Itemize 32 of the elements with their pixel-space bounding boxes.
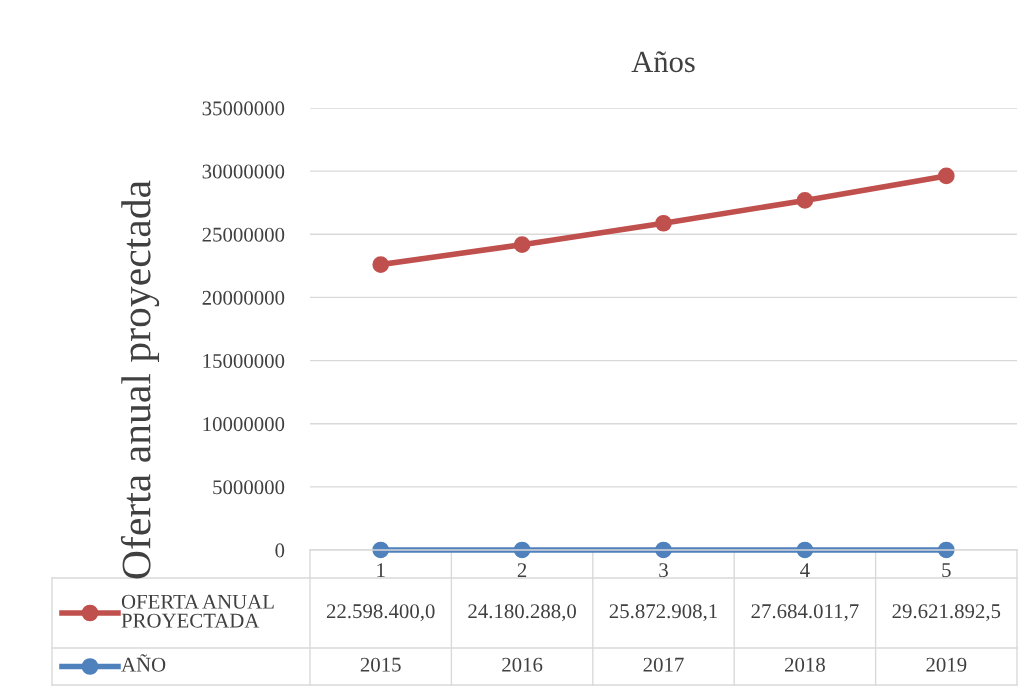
x-tick-label: 5 xyxy=(942,563,951,578)
y-tick-label: 25000000 xyxy=(202,227,285,242)
data-label: 2019 xyxy=(926,657,967,672)
point xyxy=(372,256,390,273)
data-label: 27.684.011,7 xyxy=(751,604,859,622)
y-tick-label: 10000000 xyxy=(203,417,285,432)
data-label: 29.621.892,5 xyxy=(892,604,1001,622)
x-tick-label: 1 xyxy=(377,563,385,577)
x-tick-label: 4 xyxy=(800,563,810,577)
chart-title: Años xyxy=(631,51,695,73)
point xyxy=(937,167,955,185)
y-tick-label: 0 xyxy=(275,543,285,558)
data-label: 2017 xyxy=(643,657,684,672)
y-tick-label: 5000000 xyxy=(213,480,285,495)
x-tick-label: 2 xyxy=(517,563,527,577)
point xyxy=(796,192,814,209)
data-label: 2015 xyxy=(360,657,401,672)
legend-label: OFERTA ANUAL PROYECTADA xyxy=(121,594,274,628)
y-tick-label: 35000000 xyxy=(202,101,285,116)
y-axis-title: Oferta anual proyectada xyxy=(120,180,160,579)
x-tick-label: 3 xyxy=(659,563,668,578)
point xyxy=(655,214,672,232)
data-label: 24.180.288,0 xyxy=(468,604,576,622)
legend-label: AÑO xyxy=(121,654,166,672)
point xyxy=(513,236,531,253)
data-label: 2018 xyxy=(784,657,825,672)
y-tick-label: 15000000 xyxy=(203,353,285,368)
data-label: 2016 xyxy=(502,657,543,672)
y-tick-label: 30000000 xyxy=(202,164,285,179)
data-label: 22.598.400,0 xyxy=(326,604,435,622)
data-label: 25.872.908,1 xyxy=(609,604,717,622)
y-tick-label: 20000000 xyxy=(202,290,285,305)
